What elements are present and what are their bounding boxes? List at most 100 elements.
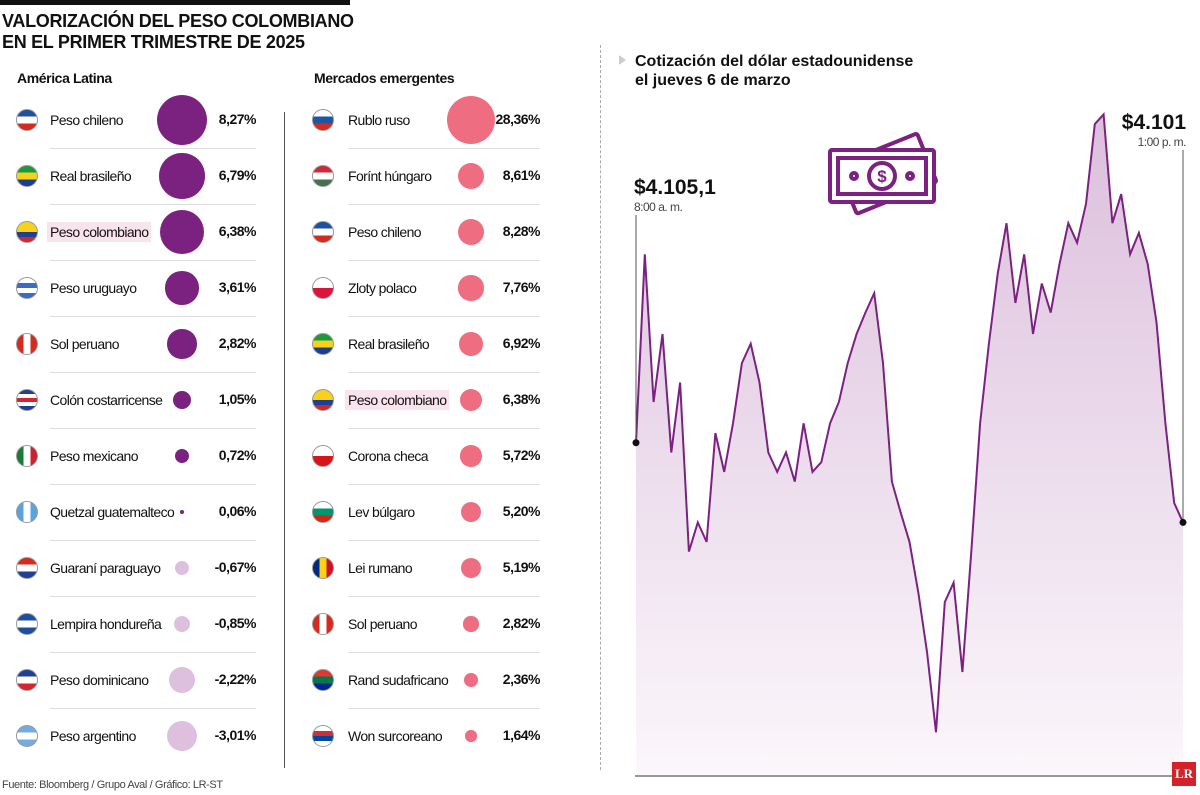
title-line-2: EN EL PRIMER TRIMESTRE DE 2025 xyxy=(2,32,305,52)
currency-label: Peso dominicano xyxy=(50,672,149,688)
value-label: 5,72% xyxy=(502,447,541,463)
flag-icon xyxy=(312,221,334,243)
section-divider xyxy=(600,45,601,770)
currency-label: Lei rumano xyxy=(348,560,413,576)
start-value: $4.105,1 xyxy=(634,176,716,199)
flag-icon xyxy=(16,277,38,299)
value-bubble xyxy=(458,219,484,245)
source-note: Fuente: Bloomberg / Grupo Aval / Gráfico… xyxy=(2,779,223,791)
value-label: 28,36% xyxy=(495,111,541,127)
flag-icon xyxy=(312,277,334,299)
value-label: 1,64% xyxy=(502,727,541,743)
value-bubble xyxy=(169,667,195,693)
currency-label: Colón costarricense xyxy=(50,392,163,408)
row-separator xyxy=(348,316,540,317)
flag-icon xyxy=(16,333,38,355)
value-label: 5,20% xyxy=(502,503,541,519)
price-area xyxy=(636,114,1183,775)
svg-text:$: $ xyxy=(877,167,887,186)
value-bubble xyxy=(463,616,479,632)
flag-icon xyxy=(312,445,334,467)
value-label: 2,36% xyxy=(502,671,541,687)
flag-icon xyxy=(16,725,38,747)
value-bubble xyxy=(460,557,482,579)
value-bubble xyxy=(156,94,207,146)
currency-label: Won surcoreano xyxy=(348,728,443,744)
top-rule xyxy=(0,0,350,5)
value-label: 6,79% xyxy=(218,167,257,183)
currency-label: Peso colombiano xyxy=(47,222,152,242)
flag-icon xyxy=(16,109,38,131)
end-value: $4.101 xyxy=(1121,111,1186,134)
value-label: 2,82% xyxy=(218,335,257,351)
end-point xyxy=(1179,518,1187,526)
value-label: 7,76% xyxy=(502,279,541,295)
value-label: 6,38% xyxy=(218,223,257,239)
flag-icon xyxy=(312,165,334,187)
value-bubble xyxy=(464,673,478,687)
row-separator xyxy=(50,148,256,149)
value-bubble xyxy=(460,501,482,523)
flag-icon xyxy=(16,501,38,523)
row-separator xyxy=(50,652,256,653)
flag-icon xyxy=(312,613,334,635)
flag-icon xyxy=(312,725,334,747)
row-separator xyxy=(348,372,540,373)
flag-icon xyxy=(16,165,38,187)
lr-logo: LR xyxy=(1172,762,1196,786)
value-bubble xyxy=(167,329,197,359)
chart-title-line-2: el jueves 6 de marzo xyxy=(635,72,791,89)
value-label: 6,92% xyxy=(502,335,541,351)
currency-label: Sol peruano xyxy=(50,336,120,352)
row-separator xyxy=(348,596,540,597)
value-label: 1,05% xyxy=(218,391,257,407)
flag-icon xyxy=(16,613,38,635)
currency-label: Peso colombiano xyxy=(345,390,450,410)
value-label: 2,82% xyxy=(502,615,541,631)
row-separator xyxy=(50,372,256,373)
value-label: 0,72% xyxy=(218,447,257,463)
currency-label: Lev búlgaro xyxy=(348,504,415,520)
row-separator xyxy=(50,596,256,597)
triangle-bullet-icon xyxy=(619,55,626,65)
page-title: VALORIZACIÓN DEL PESO COLOMBIANO EN EL P… xyxy=(2,11,354,53)
row-separator xyxy=(348,708,540,709)
flag-icon xyxy=(16,669,38,691)
row-separator xyxy=(50,260,256,261)
currency-label: Peso argentino xyxy=(50,728,136,744)
flag-icon xyxy=(312,109,334,131)
value-label: 8,27% xyxy=(218,111,257,127)
value-label: -0,85% xyxy=(214,615,257,631)
value-label: 8,28% xyxy=(502,223,541,239)
currency-label: Lempira hondureña xyxy=(50,616,162,632)
chart-title-line-1: Cotización del dólar estadounidense xyxy=(635,53,914,70)
money-icon: $ xyxy=(828,132,938,216)
currency-label: Real brasileño xyxy=(348,336,430,352)
currency-label: Guaraní paraguayo xyxy=(50,560,161,576)
flag-icon xyxy=(312,333,334,355)
value-bubble xyxy=(457,162,485,190)
row-separator xyxy=(50,316,256,317)
latam-heading: América Latina xyxy=(17,70,112,86)
value-bubble xyxy=(173,391,191,409)
currency-label: Rublo ruso xyxy=(348,112,410,128)
row-separator xyxy=(348,540,540,541)
flag-icon xyxy=(312,389,334,411)
column-divider xyxy=(284,112,285,768)
value-bubble xyxy=(166,720,198,752)
start-point xyxy=(632,439,640,447)
flag-icon xyxy=(312,669,334,691)
flag-icon xyxy=(312,501,334,523)
flag-icon xyxy=(16,221,38,243)
currency-label: Corona checa xyxy=(348,448,429,464)
value-label: 5,19% xyxy=(502,559,541,575)
currency-label: Peso uruguayo xyxy=(50,280,137,296)
chart-title: Cotización del dólar estadounidense el j… xyxy=(635,52,913,90)
row-separator xyxy=(348,260,540,261)
value-bubble xyxy=(459,332,483,356)
row-separator xyxy=(50,540,256,541)
value-bubble xyxy=(165,271,199,305)
value-bubble xyxy=(465,730,477,742)
